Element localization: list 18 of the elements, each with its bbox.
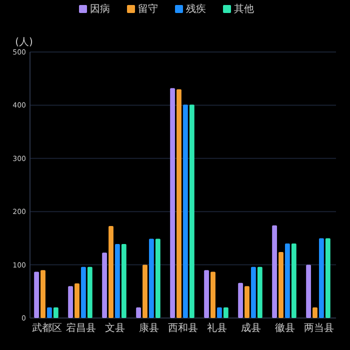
xtick: 康县 <box>139 323 159 334</box>
xtick: 武都区 <box>32 323 62 334</box>
xtick: 文县 <box>105 323 125 334</box>
xtick: 两当县 <box>304 323 334 334</box>
legend-item: 其他 <box>223 4 254 15</box>
legend-label: 其他 <box>234 3 254 15</box>
xtick: 西和县 <box>168 323 198 334</box>
legend-label: 残疾 <box>186 3 206 15</box>
legend-item: 因病 <box>79 4 110 15</box>
ylabel: (人) <box>15 37 33 48</box>
legend-item: 留守 <box>127 4 158 15</box>
xtick: 徽县 <box>275 323 295 334</box>
xtick: 宕昌县 <box>66 323 96 334</box>
legend-item: 残疾 <box>175 4 206 15</box>
legend-label: 留守 <box>138 3 158 15</box>
xtick: 成县 <box>241 323 261 334</box>
legend-label: 因病 <box>90 3 110 15</box>
xtick: 礼县 <box>207 323 227 334</box>
